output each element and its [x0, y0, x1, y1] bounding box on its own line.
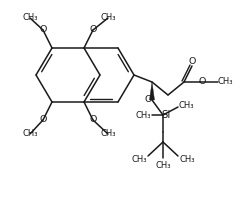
Text: CH₃: CH₃	[22, 129, 38, 139]
Text: CH₃: CH₃	[155, 161, 171, 169]
Text: CH₃: CH₃	[22, 14, 38, 22]
Text: O: O	[188, 57, 196, 65]
Text: O: O	[144, 95, 152, 103]
Text: O: O	[89, 116, 97, 124]
Text: CH₃: CH₃	[217, 78, 233, 86]
Text: Si: Si	[161, 110, 171, 120]
Text: O: O	[39, 116, 47, 124]
Polygon shape	[150, 82, 154, 100]
Text: O: O	[39, 25, 47, 35]
Text: CH₃: CH₃	[100, 14, 116, 22]
Text: CH₃: CH₃	[135, 110, 151, 120]
Text: CH₃: CH₃	[131, 155, 147, 163]
Text: CH₃: CH₃	[179, 155, 195, 163]
Text: O: O	[198, 78, 206, 86]
Text: CH₃: CH₃	[100, 129, 116, 139]
Text: CH₃: CH₃	[178, 101, 194, 109]
Text: O: O	[89, 25, 97, 35]
